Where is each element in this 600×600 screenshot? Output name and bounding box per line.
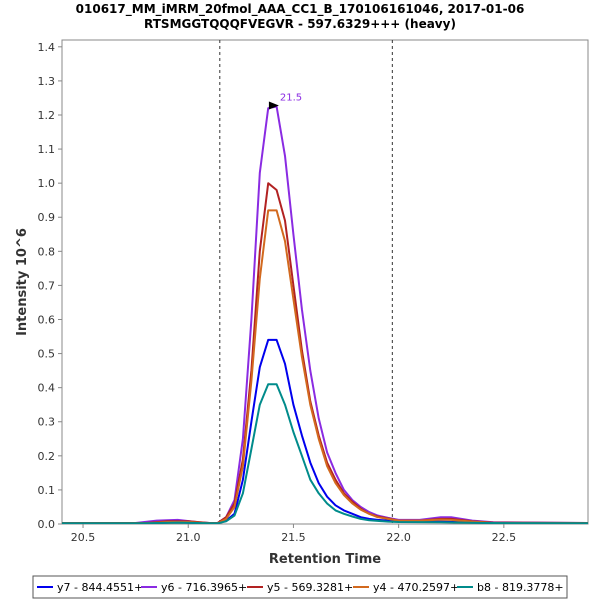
y-tick-label: 0.6 [38, 313, 56, 326]
x-axis: 20.5 21.0 21.5 22.0 22.5 [71, 524, 516, 544]
legend-label: b8 - 819.3778+ [477, 581, 564, 594]
y-tick-label: 1.4 [38, 41, 56, 54]
y-tick-label: 0.5 [38, 348, 56, 361]
y-tick-label: 0.8 [38, 245, 56, 258]
integration-bounds [219, 40, 393, 524]
legend [32, 575, 568, 599]
y-tick-label: 0.0 [38, 518, 56, 531]
x-tick-label: 20.5 [71, 531, 96, 544]
y-tick-label: 1.1 [38, 143, 56, 156]
y-tick-label: 0.1 [38, 484, 56, 497]
x-axis-label: Retention Time [269, 552, 381, 567]
legend-label: y7 - 844.4551+ [57, 581, 143, 594]
x-tick-label: 22.5 [492, 531, 517, 544]
x-tick-label: 22.0 [386, 531, 411, 544]
y-tick-label: 0.4 [38, 382, 56, 395]
y-tick-label: 0.9 [38, 211, 56, 224]
y-tick-label: 1.0 [38, 177, 56, 190]
y-axis: 0.0 0.1 0.2 0.3 0.4 0.5 0.6 0.7 0.8 0.9 1.0 1.1 1.2 1… [38, 41, 62, 531]
chart-subtitle: RTSMGGTQQQFVEGVR - 597.6329+++ (heavy) [144, 17, 456, 31]
legend-label: y4 - 470.2597+ [373, 581, 459, 594]
plot-area [61, 39, 589, 525]
peak-marker-icon [268, 101, 279, 110]
legend-label: y5 - 569.3281+ [267, 581, 353, 594]
chart-title: 010617_MM_iMRM_20fmol_AAA_CC1_B_17010616… [76, 2, 525, 17]
legend-items: y7 - 844.4551+ y6 - 716.3965+ y5 - 569.328… [37, 581, 564, 594]
y-axis-label: Intensity 10^6 [15, 228, 30, 336]
y-tick-label: 1.3 [38, 75, 56, 88]
series-lines [62, 105, 588, 524]
series-line-b8 [62, 383, 588, 524]
y-tick-label: 1.2 [38, 109, 56, 122]
y-tick-label: 0.2 [38, 450, 56, 463]
x-tick-label: 21.5 [281, 531, 306, 544]
y-tick-label: 0.3 [38, 416, 56, 429]
legend-label: y6 - 716.3965+ [161, 581, 247, 594]
peak-annotation: 21.5 [268, 92, 302, 110]
peak-label: 21.5 [280, 92, 302, 103]
y-tick-label: 0.7 [38, 279, 56, 292]
x-tick-label: 21.0 [176, 531, 201, 544]
